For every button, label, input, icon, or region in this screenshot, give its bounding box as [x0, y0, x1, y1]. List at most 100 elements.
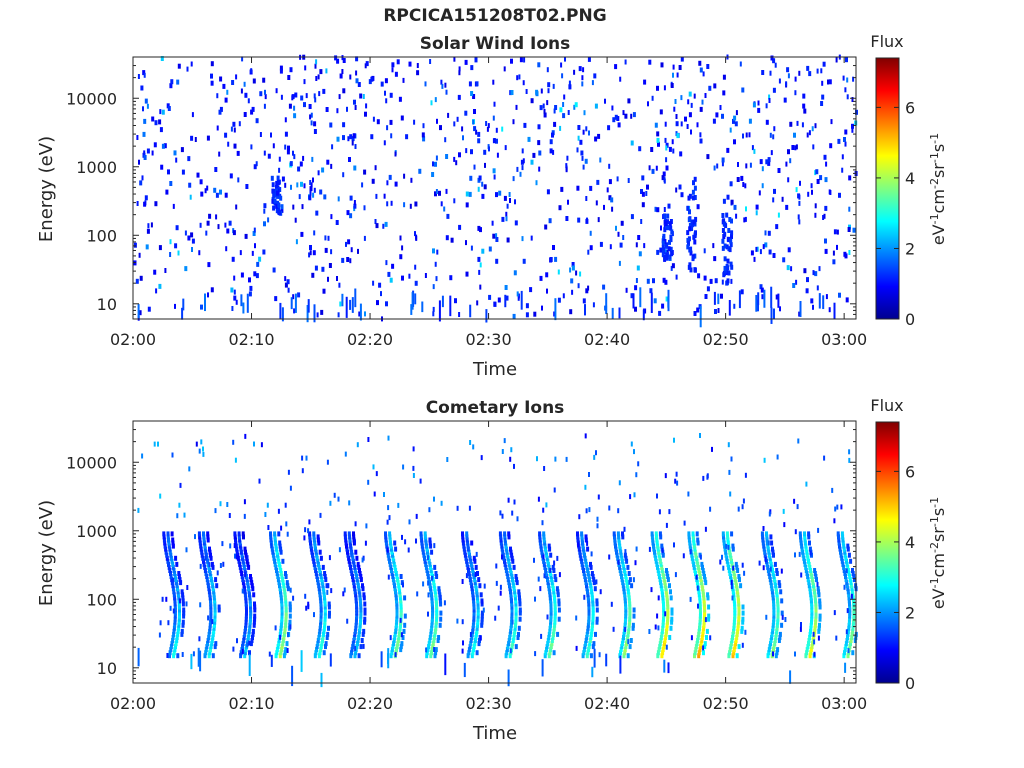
heatmap-cell	[380, 651, 383, 668]
heatmap-cell	[313, 230, 316, 236]
heatmap-cell	[506, 237, 510, 243]
heatmap-cell	[137, 304, 140, 319]
heatmap-cell	[775, 595, 779, 601]
heatmap-cell	[207, 292, 209, 298]
heatmap-cell	[693, 239, 697, 245]
heatmap-cell	[521, 148, 524, 154]
heatmap-cell	[514, 610, 518, 616]
heatmap-cell	[625, 580, 629, 586]
heatmap-cell	[292, 294, 295, 300]
heatmap-cell	[504, 145, 507, 151]
heatmap-cell	[847, 598, 851, 604]
heatmap-cell	[737, 644, 741, 650]
heatmap-cell	[730, 230, 734, 236]
heatmap-cell	[595, 598, 599, 604]
heatmap-cell	[706, 286, 710, 292]
heatmap-cell	[627, 622, 631, 628]
heatmap-cell	[776, 619, 780, 625]
heatmap-cell	[327, 604, 331, 610]
heatmap-cell	[391, 555, 395, 561]
heatmap-cell	[333, 492, 336, 498]
heatmap-cell	[201, 555, 205, 561]
heatmap-cell	[177, 595, 181, 601]
heatmap-cell	[280, 619, 284, 625]
heatmap-cell	[161, 596, 164, 602]
heatmap-cell	[246, 293, 249, 313]
heatmap-cell	[687, 217, 691, 223]
heatmap-cell	[434, 625, 438, 631]
heatmap-cell	[282, 583, 286, 589]
heatmap-cell	[247, 98, 250, 104]
heatmap-cell	[308, 519, 311, 525]
heatmap-cell	[613, 534, 616, 540]
heatmap-cell	[320, 580, 324, 586]
heatmap-cell	[504, 540, 507, 546]
heatmap-cell	[538, 166, 541, 172]
heatmap-cell	[393, 540, 397, 546]
heatmap-cell	[279, 589, 282, 595]
heatmap-cell	[245, 184, 249, 189]
heatmap-cell	[281, 641, 285, 647]
heatmap-cell	[238, 561, 242, 567]
heatmap-cell	[237, 531, 241, 537]
heatmap-cell	[316, 558, 320, 564]
heatmap-cell	[493, 101, 496, 107]
heatmap-cell	[188, 466, 191, 472]
heatmap-cell	[174, 243, 178, 249]
heatmap-cell	[840, 531, 844, 537]
heatmap-cell	[605, 653, 608, 667]
heatmap-cell	[319, 616, 323, 622]
heatmap-cell	[728, 650, 732, 656]
heatmap-cell	[218, 151, 221, 157]
heatmap-cell	[703, 248, 706, 254]
heatmap-cell	[353, 203, 357, 209]
heatmap-cell	[250, 109, 254, 115]
heatmap-cell	[694, 647, 698, 653]
heatmap-cell	[722, 272, 726, 278]
heatmap-cell	[351, 558, 355, 564]
heatmap-cell	[548, 625, 552, 631]
heatmap-cell	[233, 534, 237, 540]
heatmap-cell	[253, 164, 257, 170]
heatmap-cell	[431, 610, 435, 616]
heatmap-cell	[444, 653, 447, 676]
heatmap-cell	[388, 558, 391, 564]
heatmap-cell	[505, 549, 509, 555]
heatmap-cell	[540, 88, 543, 94]
heatmap-cell	[661, 240, 665, 246]
heatmap-cell	[319, 512, 322, 518]
heatmap-cell	[199, 602, 202, 608]
heatmap-cell	[390, 571, 394, 576]
heatmap-cell	[812, 270, 815, 276]
heatmap-cell	[402, 77, 405, 83]
heatmap-cell	[575, 270, 578, 276]
heatmap-cell	[236, 150, 240, 156]
heatmap-cell	[479, 635, 482, 641]
heatmap-cell	[564, 56, 566, 62]
heatmap-cell	[800, 572, 803, 578]
heatmap-cell	[399, 601, 403, 607]
heatmap-cell	[244, 622, 248, 628]
heatmap-cell	[785, 161, 788, 167]
heatmap-cell	[582, 129, 585, 135]
heatmap-cell	[208, 595, 212, 601]
heatmap-cell	[626, 589, 630, 595]
heatmap-cell	[468, 555, 472, 561]
heatmap-cell	[270, 542, 273, 548]
heatmap-cell	[469, 175, 473, 181]
heatmap-cell	[506, 555, 510, 561]
heatmap-cell	[199, 650, 202, 672]
heatmap-cell	[661, 547, 664, 553]
heatmap-cell	[362, 595, 366, 601]
heatmap-cell	[208, 592, 212, 598]
heatmap-cell	[144, 195, 148, 201]
heatmap-cell	[729, 577, 733, 583]
heatmap-cell	[363, 601, 367, 607]
heatmap-cell	[180, 631, 184, 637]
heatmap-cell	[662, 644, 666, 650]
heatmap-cell	[370, 76, 374, 82]
heatmap-cell	[770, 586, 774, 592]
heatmap-cell	[723, 243, 727, 249]
heatmap-cell	[394, 625, 398, 631]
heatmap-cell	[449, 275, 453, 281]
